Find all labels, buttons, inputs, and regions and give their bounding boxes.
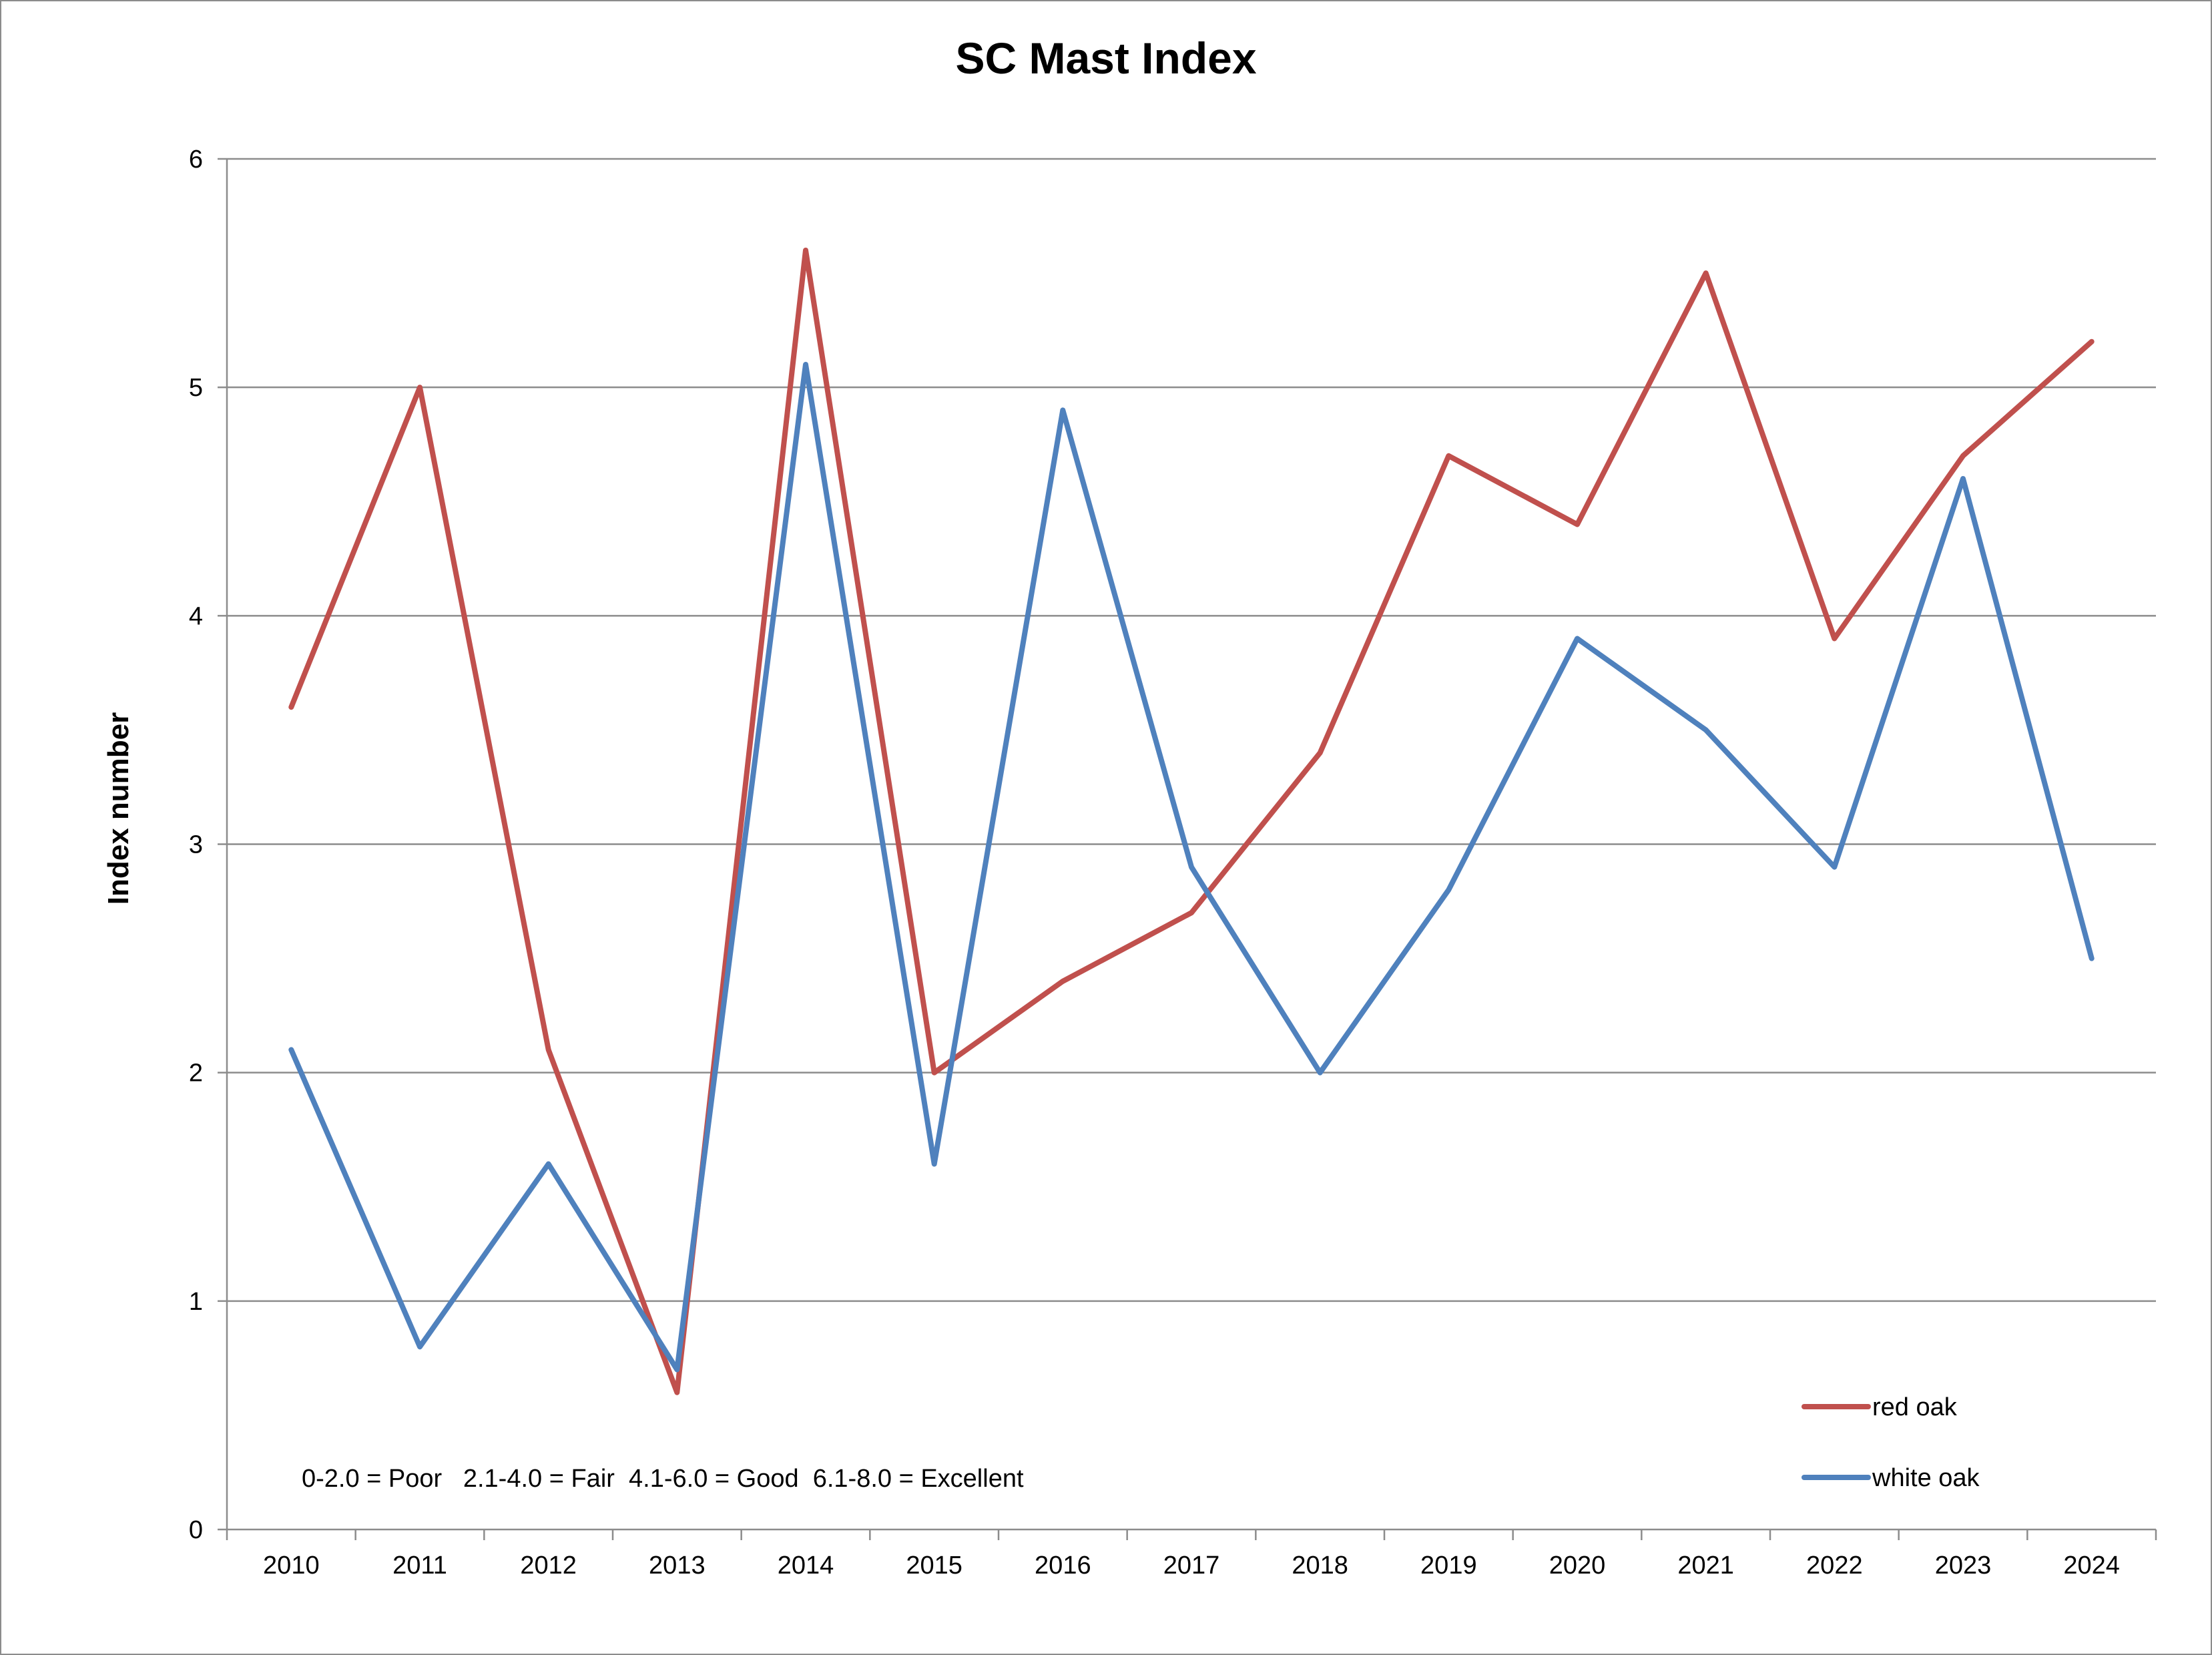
x-tick-label: 2014: [778, 1552, 834, 1580]
x-tick-label: 2010: [263, 1552, 320, 1580]
gridlines: [227, 158, 2156, 1303]
y-tick-label: 3: [189, 831, 203, 859]
y-axis-label: Index number: [102, 712, 135, 905]
x-tick-label: 2017: [1163, 1552, 1220, 1580]
series-line-red-oak: [288, 247, 2095, 1395]
x-tick-label: 2020: [1549, 1552, 1606, 1580]
x-tick-label: 2016: [1035, 1552, 1091, 1580]
y-tick-labels: 0 1 2 3 4 5 6: [189, 146, 203, 1544]
x-tick-label: 2023: [1935, 1552, 1992, 1580]
x-tick-label: 2022: [1806, 1552, 1863, 1580]
y-tick-label: 6: [189, 146, 203, 174]
axes: [218, 158, 2157, 1540]
x-tick-label: 2012: [520, 1552, 577, 1580]
y-tick-label: 0: [189, 1516, 203, 1544]
y-tick-label: 2: [189, 1059, 203, 1088]
rating-scale-note: 0-2.0 = Poor 2.1-4.0 = Fair 4.1-6.0 = Go…: [302, 1465, 1024, 1493]
y-tick-label: 1: [189, 1288, 203, 1316]
legend-label: red oak: [1872, 1393, 1958, 1421]
x-tick-labels: 2010 2011 2012 2013 2014 2015 2016 2017 2018 2019…: [263, 1552, 2120, 1580]
series-lines: [288, 247, 2095, 1395]
y-tick-label: 4: [189, 602, 203, 630]
x-tick-label: 2015: [906, 1552, 962, 1580]
legend: red oak white oak: [1802, 1393, 1980, 1492]
x-tick-label: 2018: [1292, 1552, 1348, 1580]
x-tick-label: 2024: [2063, 1552, 2120, 1580]
chart-title: SC Mast Index: [955, 33, 1256, 83]
legend-label: white oak: [1872, 1464, 1980, 1492]
x-tick-label: 2013: [649, 1552, 706, 1580]
x-tick-label: 2019: [1420, 1552, 1477, 1580]
y-tick-label: 5: [189, 374, 203, 402]
x-tick-label: 2021: [1677, 1552, 1734, 1580]
x-tick-label: 2011: [392, 1552, 447, 1580]
